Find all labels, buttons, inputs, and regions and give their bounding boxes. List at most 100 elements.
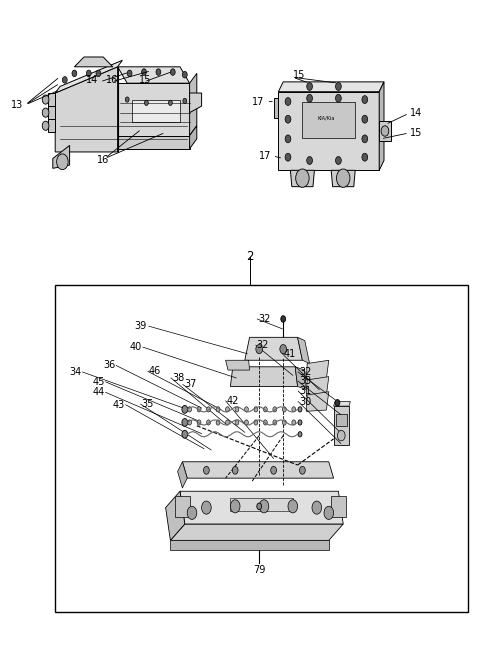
Circle shape [96,70,101,77]
Polygon shape [278,82,384,92]
Polygon shape [74,57,113,67]
Text: 39: 39 [134,321,146,331]
Circle shape [182,71,187,78]
Polygon shape [298,337,310,364]
Text: 32: 32 [258,314,271,324]
Text: 79: 79 [253,565,265,575]
Text: 15: 15 [293,70,305,81]
Polygon shape [180,491,343,524]
Polygon shape [118,67,190,83]
Text: 15: 15 [410,128,423,138]
Text: 37: 37 [184,379,196,390]
Circle shape [57,154,68,170]
Text: 14: 14 [410,108,423,119]
Circle shape [142,69,146,75]
Polygon shape [379,121,391,141]
Circle shape [264,407,267,412]
Text: 30: 30 [299,396,312,407]
Circle shape [271,466,276,474]
Circle shape [285,98,291,105]
Polygon shape [190,126,197,149]
Circle shape [182,405,188,413]
Polygon shape [118,136,190,149]
Polygon shape [334,406,349,445]
Circle shape [257,503,262,510]
Circle shape [168,100,172,105]
Text: 44: 44 [92,387,105,398]
Polygon shape [190,73,197,136]
Circle shape [285,153,291,161]
Circle shape [206,420,210,425]
Text: 43: 43 [112,400,125,410]
Text: 41: 41 [283,348,296,359]
Circle shape [280,345,287,354]
Text: 17: 17 [259,151,271,161]
Circle shape [156,69,161,75]
Polygon shape [230,367,298,386]
Polygon shape [245,337,302,360]
Text: 32: 32 [299,367,312,377]
Polygon shape [170,540,329,550]
Circle shape [187,506,197,519]
Text: 40: 40 [129,342,142,352]
Text: 15: 15 [139,75,151,85]
Circle shape [127,70,132,77]
Circle shape [324,506,334,519]
Circle shape [42,108,49,117]
Circle shape [254,407,258,412]
Text: 45: 45 [92,377,105,387]
Circle shape [72,70,77,77]
Circle shape [226,420,229,425]
Text: 14: 14 [86,75,98,85]
Text: 16: 16 [97,155,109,166]
Circle shape [288,500,298,513]
Text: 38: 38 [172,373,184,383]
Circle shape [292,420,296,425]
Circle shape [307,157,312,164]
Circle shape [362,96,368,103]
Circle shape [244,420,248,425]
Polygon shape [166,491,185,540]
Polygon shape [274,98,278,118]
Polygon shape [306,392,329,411]
Circle shape [42,121,49,130]
Circle shape [188,420,192,425]
Circle shape [362,153,368,161]
Circle shape [204,466,209,474]
Circle shape [298,420,302,425]
Circle shape [307,94,312,102]
Polygon shape [306,360,329,380]
Circle shape [256,345,263,354]
Polygon shape [48,119,55,132]
Circle shape [42,95,49,104]
Polygon shape [334,402,350,406]
Circle shape [202,501,211,514]
Circle shape [125,97,129,102]
Circle shape [282,420,286,425]
Polygon shape [175,496,190,517]
Polygon shape [331,496,346,517]
Circle shape [336,157,341,164]
Polygon shape [55,67,118,152]
Polygon shape [48,93,55,106]
Circle shape [362,135,368,143]
Circle shape [336,169,350,187]
Circle shape [183,98,187,103]
Text: 32: 32 [257,340,269,350]
Bar [336,414,347,426]
Text: 35: 35 [142,399,154,409]
Polygon shape [290,170,314,187]
Circle shape [362,115,368,123]
Circle shape [144,100,148,105]
Circle shape [285,115,291,123]
Circle shape [62,77,67,83]
Polygon shape [118,83,190,136]
Bar [302,102,355,138]
Circle shape [298,432,302,437]
Circle shape [226,407,229,412]
Circle shape [281,316,286,322]
Circle shape [244,407,248,412]
Circle shape [197,420,201,425]
Polygon shape [48,106,55,119]
Polygon shape [190,93,202,113]
